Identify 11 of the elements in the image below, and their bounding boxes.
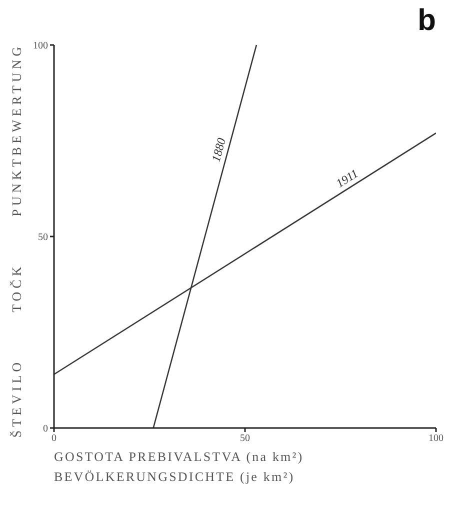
x-tick-label: 50 bbox=[240, 433, 250, 444]
y-tick-label: 0 bbox=[43, 424, 48, 435]
text: 1880 bbox=[208, 136, 229, 164]
x-tick-label: 0 bbox=[52, 433, 56, 444]
text: 1911 bbox=[334, 166, 361, 190]
x-tick-label: 100 bbox=[428, 433, 444, 444]
y-tick-label: 50 bbox=[38, 232, 48, 244]
chart-title: b bbox=[418, 4, 436, 37]
y-tick-label: 100 bbox=[33, 40, 48, 52]
x-axis-title: GOSTOTA PREBIVALSTVA (na km²) BEVÖLKERUNGSDICHTE (je km²) bbox=[54, 448, 304, 484]
y-axis-title: ŠTEVILO TOČK PUNKTBEWERTUNG bbox=[8, 43, 24, 438]
